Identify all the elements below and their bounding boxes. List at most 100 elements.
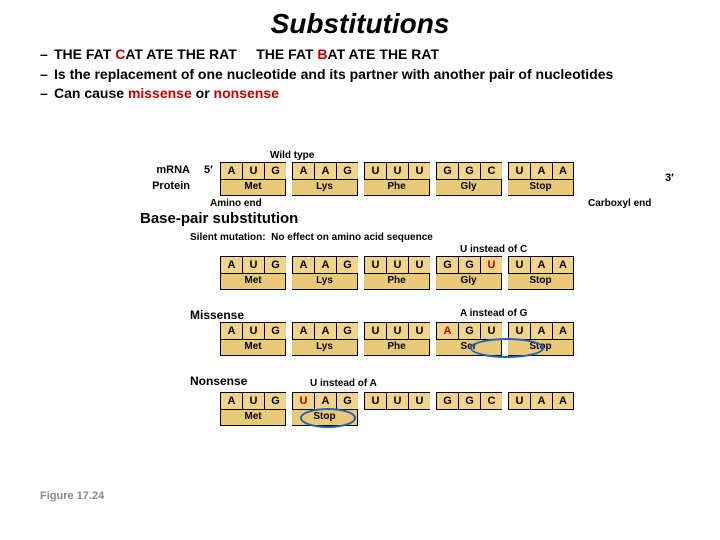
base-pair-sub-title: Base-pair substitution [140, 210, 298, 227]
amino-acid: Stop [508, 274, 574, 290]
bullet-1-d: B [317, 46, 327, 62]
bullet-3: Can cause missense or nonsense [40, 85, 690, 103]
nucleotide: G [458, 392, 480, 410]
page-title: Substitutions [0, 0, 720, 44]
amino-acid: Met [220, 340, 286, 356]
nucleotide: G [336, 256, 358, 274]
nucleotide: U [408, 162, 430, 180]
bullet-1-text-e: AT ATE THE RAT [328, 46, 439, 62]
nucleotide: A [292, 322, 314, 340]
amino-acid: Lys [292, 274, 358, 290]
nucleotide: A [552, 392, 574, 410]
nucleotide: A [314, 256, 336, 274]
bullet-1-text-b: AT ATE THE RAT THE FAT [125, 46, 317, 62]
nucleotide: U [242, 162, 264, 180]
nucleotide: A [314, 162, 336, 180]
bullet-1: THE FAT CAT ATE THE RAT THE FAT BAT ATE … [40, 46, 690, 64]
nucleotide: A [314, 322, 336, 340]
nonsense-sequence: AUGUAGUUUGGCUAA [220, 392, 574, 410]
nucleotide: U [408, 322, 430, 340]
nucleotide: G [436, 162, 458, 180]
nucleotide: U [408, 256, 430, 274]
nucleotide: G [436, 392, 458, 410]
bullet-3c: or [192, 85, 214, 101]
nucleotide: U [386, 162, 408, 180]
nucleotide: A [552, 256, 574, 274]
amino-acid: Met [220, 274, 286, 290]
a-instead-g-label: A instead of G [460, 308, 527, 319]
amino-end-label: Amino end [210, 198, 262, 209]
amino-acid: Lys [292, 340, 358, 356]
nucleotide: U [292, 392, 314, 410]
nucleotide: U [364, 392, 386, 410]
u-instead-c-label: U instead of C [460, 244, 527, 255]
stop-circle-icon [300, 408, 356, 428]
five-prime-label: 5′ [204, 164, 213, 176]
nucleotide: U [508, 392, 530, 410]
nucleotide: A [220, 162, 242, 180]
silent-label: Silent mutation: No effect on amino acid… [190, 232, 433, 243]
nucleotide: A [220, 392, 242, 410]
nucleotide: A [530, 256, 552, 274]
nucleotide: A [530, 322, 552, 340]
missense-sequence: AUGAAGUUUAGUUAA [220, 322, 574, 340]
u-instead-a-label: U instead of A [310, 378, 377, 389]
nucleotide: U [408, 392, 430, 410]
figure-ref: Figure 17.24 [40, 490, 104, 502]
bullet-3d: nonsense [214, 85, 279, 101]
nucleotide: G [264, 322, 286, 340]
bullet-3b: missense [128, 85, 192, 101]
amino-acid: Met [220, 180, 286, 196]
nucleotide: A [220, 322, 242, 340]
nucleotide: U [242, 256, 264, 274]
nonsense-label: Nonsense [190, 374, 247, 388]
nucleotide: A [552, 162, 574, 180]
nucleotide: A [530, 162, 552, 180]
protein-label: Protein [130, 180, 190, 192]
bullet-1-c: C [115, 46, 125, 62]
nucleotide: U [242, 392, 264, 410]
three-prime-label: 3′ [665, 172, 674, 184]
nucleotide: U [480, 256, 502, 274]
nucleotide: G [264, 392, 286, 410]
nucleotide: U [508, 162, 530, 180]
nucleotide: G [264, 256, 286, 274]
nucleotide: G [336, 162, 358, 180]
nucleotide: G [436, 256, 458, 274]
amino-acid: Gly [436, 274, 502, 290]
nucleotide: U [364, 256, 386, 274]
amino-acid: Phe [364, 340, 430, 356]
bullet-3a: Can cause [54, 85, 128, 101]
nucleotide: U [386, 322, 408, 340]
nucleotide: A [552, 322, 574, 340]
amino-acid: Lys [292, 180, 358, 196]
mrna-label: mRNA [130, 164, 190, 176]
nucleotide: G [264, 162, 286, 180]
nucleotide: U [508, 256, 530, 274]
nucleotide: A [530, 392, 552, 410]
nucleotide: U [386, 392, 408, 410]
nucleotide: A [292, 162, 314, 180]
amino-acid: Stop [508, 180, 574, 196]
silent-amino-acids: Met Lys Phe Gly Stop [220, 274, 580, 290]
nucleotide: G [458, 162, 480, 180]
missense-label: Missense [190, 308, 244, 322]
nucleotide: G [458, 256, 480, 274]
nucleotide: C [480, 392, 502, 410]
ser-circle-icon [470, 338, 544, 358]
wildtype-label: Wild type [270, 150, 314, 161]
wildtype-amino-acids: Met Lys Phe Gly Stop [220, 180, 580, 196]
nucleotide: A [220, 256, 242, 274]
amino-acid: Gly [436, 180, 502, 196]
nucleotide: U [242, 322, 264, 340]
amino-acid: Met [220, 410, 286, 426]
nucleotide: G [458, 322, 480, 340]
bullet-2: Is the replacement of one nucleotide and… [40, 66, 690, 84]
nucleotide: U [364, 162, 386, 180]
silent-sequence: AUGAAGUUUGGUUAA [220, 256, 574, 274]
amino-acid: Phe [364, 180, 430, 196]
nucleotide: U [386, 256, 408, 274]
wildtype-sequence: AUGAAGUUUGGCUAA [220, 162, 574, 180]
bullet-1-text-a: THE FAT [54, 46, 115, 62]
amino-acid: Phe [364, 274, 430, 290]
